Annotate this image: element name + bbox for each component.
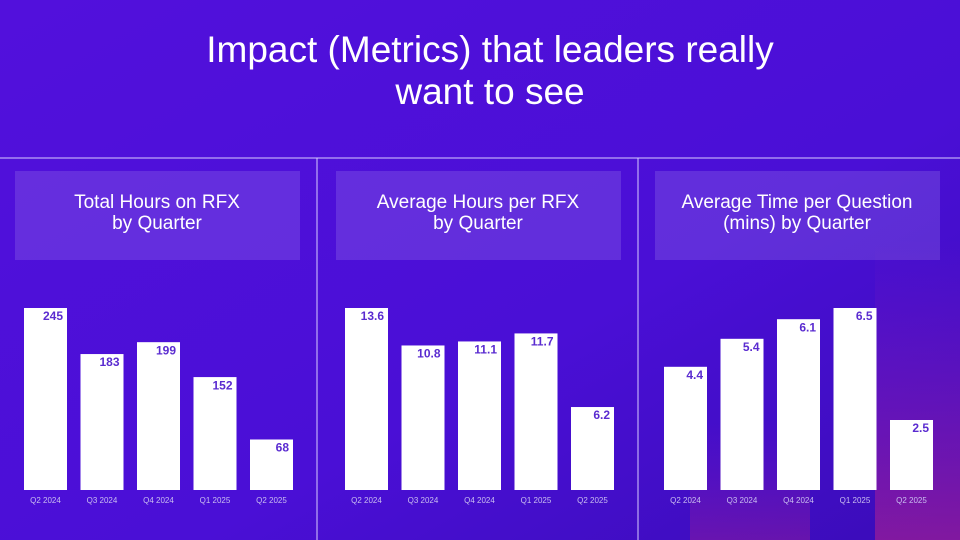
panel-header [655, 171, 940, 260]
chart-title: by Quarter [433, 213, 523, 234]
x-tick-label: Q2 2025 [896, 496, 927, 505]
value-label: 10.8 [417, 347, 441, 361]
x-tick-label: Q2 2024 [351, 496, 382, 505]
panel-header [15, 171, 300, 260]
slide-title: Impact (Metrics) that leaders really [206, 29, 774, 70]
glow [875, 240, 960, 540]
bar [890, 420, 933, 490]
x-tick-label: Q4 2024 [464, 496, 495, 505]
chart-title: Total Hours on RFX [74, 192, 240, 213]
x-tick-label: Q1 2025 [840, 496, 871, 505]
x-tick-label: Q3 2024 [408, 496, 439, 505]
x-tick-label: Q3 2024 [727, 496, 758, 505]
bar [664, 366, 707, 490]
x-tick-label: Q1 2025 [521, 496, 552, 505]
x-tick-label: Q2 2025 [256, 496, 287, 505]
x-tick-label: Q3 2024 [87, 496, 118, 505]
x-tick-label: Q4 2024 [783, 496, 814, 505]
value-label: 152 [212, 378, 232, 392]
bar [401, 345, 445, 490]
value-label: 199 [156, 343, 176, 357]
value-label: 68 [276, 441, 290, 455]
chart-title: Average Time per Question [682, 192, 913, 213]
bar [137, 342, 180, 490]
value-label: 245 [43, 309, 63, 323]
chart-title: Average Hours per RFX [377, 192, 580, 213]
value-label: 6.1 [799, 320, 816, 334]
value-label: 11.1 [474, 343, 497, 357]
bar [80, 354, 124, 490]
bar [193, 377, 237, 490]
value-label: 11.7 [531, 335, 554, 349]
bar [250, 439, 293, 490]
panel-header [336, 171, 621, 260]
value-label: 2.5 [912, 421, 929, 435]
value-label: 5.4 [743, 340, 760, 354]
bar [777, 319, 820, 490]
slide-title: want to see [394, 71, 584, 112]
x-tick-label: Q1 2025 [200, 496, 231, 505]
value-label: 183 [99, 355, 119, 369]
bar [514, 333, 558, 490]
bar [833, 308, 877, 490]
chart-title: (mins) by Quarter [723, 213, 871, 234]
bar [571, 407, 614, 490]
value-label: 4.4 [686, 368, 703, 382]
chart-title: by Quarter [112, 213, 202, 234]
value-label: 6.2 [593, 408, 610, 422]
x-tick-label: Q4 2024 [143, 496, 174, 505]
x-tick-label: Q2 2024 [670, 496, 701, 505]
bar [24, 308, 67, 490]
bar [458, 341, 501, 490]
x-tick-label: Q2 2024 [30, 496, 61, 505]
value-label: 6.5 [856, 309, 873, 323]
bar [720, 338, 764, 490]
bar [345, 308, 388, 490]
value-label: 13.6 [361, 309, 385, 323]
x-tick-label: Q2 2025 [577, 496, 608, 505]
